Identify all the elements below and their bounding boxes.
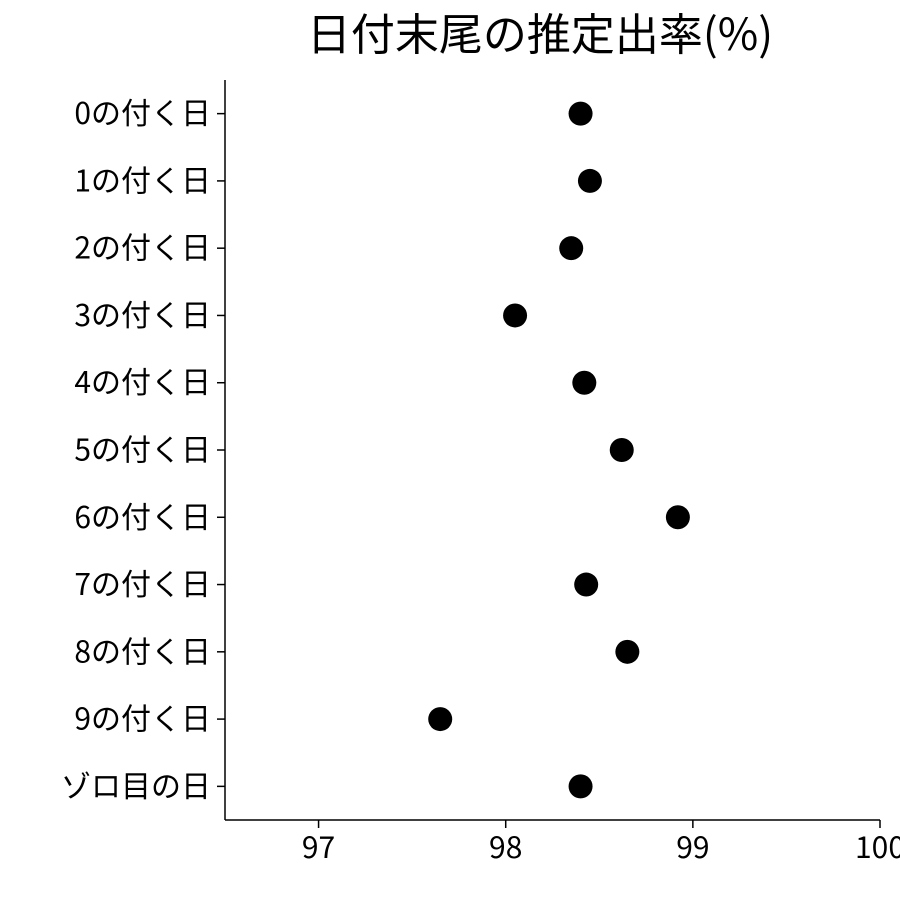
data-point (574, 573, 598, 597)
data-point (610, 438, 634, 462)
y-category-label: ゾロ目の日 (61, 762, 211, 806)
data-point (428, 707, 452, 731)
y-axis: 0の付く日 1の付く日 2の付く日 3の付く日 4の付く日 5の付く日 6の付く日 7の付く日… (61, 80, 225, 820)
y-category-label: 8の付く日 (74, 627, 211, 671)
dot-plot-chart: 日付末尾の推定出率(%) 0の付く日 1の付く日 2の付く日 3の付く日 4の付く日 5の… (0, 0, 900, 900)
y-category-label: 9の付く日 (74, 695, 211, 739)
x-tick-label: 100 (855, 823, 900, 867)
data-point (503, 303, 527, 327)
y-category-label: 4の付く日 (74, 358, 211, 402)
y-category-label: 7の付く日 (74, 560, 211, 604)
data-point (666, 505, 690, 529)
y-category-label: 3の付く日 (74, 291, 211, 335)
data-points (428, 102, 690, 799)
data-point (569, 102, 593, 126)
data-point (572, 371, 596, 395)
y-category-label: 2の付く日 (74, 224, 211, 268)
y-category-label: 1の付く日 (74, 156, 211, 200)
data-point (578, 169, 602, 193)
data-point (615, 640, 639, 664)
x-axis: 97 98 99 100 (225, 820, 900, 867)
x-tick-label: 99 (676, 823, 709, 867)
chart-title: 日付末尾の推定出率(%) (307, 0, 773, 63)
y-category-label: 6の付く日 (74, 493, 211, 537)
data-point (569, 774, 593, 798)
x-tick-label: 97 (302, 823, 335, 867)
x-tick-label: 98 (489, 823, 522, 867)
y-category-label: 5の付く日 (74, 426, 211, 470)
data-point (559, 236, 583, 260)
y-category-label: 0の付く日 (74, 89, 211, 133)
